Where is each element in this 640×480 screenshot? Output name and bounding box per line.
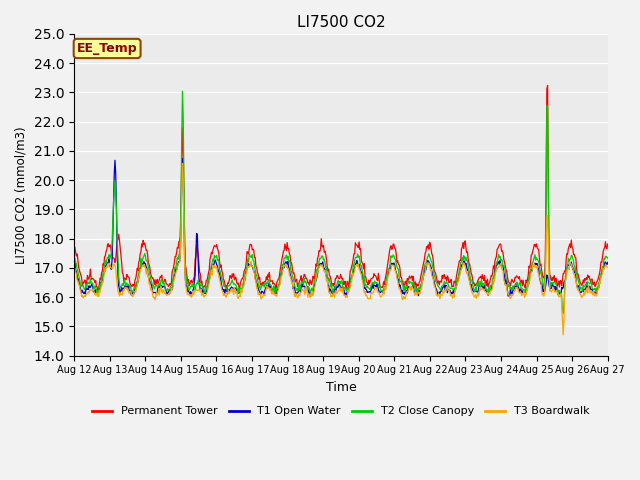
T1 Open Water [135,275,143,281]
T1 Open Water [218,284,226,289]
Permanent Tower [272,288,280,293]
T1 Open Water [504,293,512,299]
T2 Close Canopy [406,279,414,285]
T2 Close Canopy [135,271,143,277]
T3 Boardwalk [70,264,78,269]
T2 Close Canopy [80,285,88,291]
T1 Open Water [80,290,88,296]
Permanent Tower [544,83,552,88]
T1 Open Water [604,259,612,265]
T2 Close Canopy [190,282,198,288]
Line: T3 Boardwalk: T3 Boardwalk [74,164,608,335]
Y-axis label: LI7500 CO2 (mmol/m3): LI7500 CO2 (mmol/m3) [15,126,28,264]
T3 Boardwalk [218,287,226,293]
Line: T2 Close Canopy: T2 Close Canopy [74,91,608,313]
Line: Permanent Tower: Permanent Tower [74,85,608,290]
T2 Close Canopy [559,311,567,316]
Permanent Tower [189,279,196,285]
T3 Boardwalk [190,291,198,297]
T2 Close Canopy [604,255,612,261]
T3 Boardwalk [179,161,186,167]
T3 Boardwalk [422,264,429,270]
Legend: Permanent Tower, T1 Open Water, T2 Close Canopy, T3 Boardwalk: Permanent Tower, T1 Open Water, T2 Close… [88,402,595,421]
Permanent Tower [217,262,225,268]
T2 Close Canopy [218,276,226,282]
T2 Close Canopy [179,88,186,94]
Title: LI7500 CO2: LI7500 CO2 [296,15,385,30]
Permanent Tower [604,241,612,247]
T3 Boardwalk [406,283,414,289]
T3 Boardwalk [604,265,612,271]
T1 Open Water [406,285,414,290]
Permanent Tower [80,280,88,286]
T3 Boardwalk [559,332,567,337]
T3 Boardwalk [80,294,88,300]
T1 Open Water [422,267,429,273]
Permanent Tower [70,244,78,250]
T1 Open Water [70,263,78,269]
T1 Open Water [179,156,186,162]
T2 Close Canopy [422,260,429,266]
T2 Close Canopy [70,254,78,260]
T3 Boardwalk [135,274,143,280]
X-axis label: Time: Time [326,381,356,394]
T1 Open Water [190,286,198,292]
Text: EE_Temp: EE_Temp [77,42,138,55]
Permanent Tower [406,275,414,281]
Line: T1 Open Water: T1 Open Water [74,159,608,296]
Permanent Tower [135,259,143,265]
Permanent Tower [422,249,429,254]
